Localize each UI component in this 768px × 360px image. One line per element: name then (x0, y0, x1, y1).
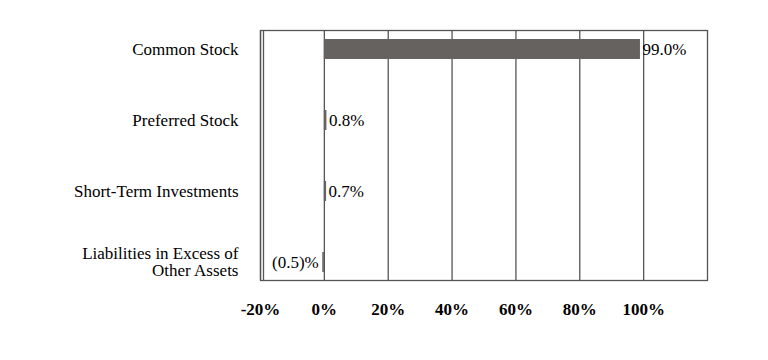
svg-text:0.7%: 0.7% (329, 182, 364, 201)
svg-text:100%: 100% (622, 300, 665, 319)
svg-text:Common Stock: Common Stock (132, 40, 239, 59)
svg-text:(0.5)%: (0.5)% (272, 253, 319, 272)
svg-text:-20%: -20% (241, 300, 281, 319)
svg-text:60%: 60% (499, 300, 533, 319)
svg-text:Short-Term Investments: Short-Term Investments (74, 182, 239, 201)
svg-text:Preferred Stock: Preferred Stock (132, 111, 239, 130)
svg-text:0.8%: 0.8% (329, 111, 364, 130)
svg-text:Liabilities in Excess ofOther: Liabilities in Excess ofOther Assets (82, 244, 239, 280)
svg-text:0%: 0% (312, 300, 338, 319)
svg-text:20%: 20% (371, 300, 405, 319)
svg-text:80%: 80% (563, 300, 597, 319)
svg-text:99.0%: 99.0% (642, 40, 686, 59)
svg-text:40%: 40% (435, 300, 469, 319)
